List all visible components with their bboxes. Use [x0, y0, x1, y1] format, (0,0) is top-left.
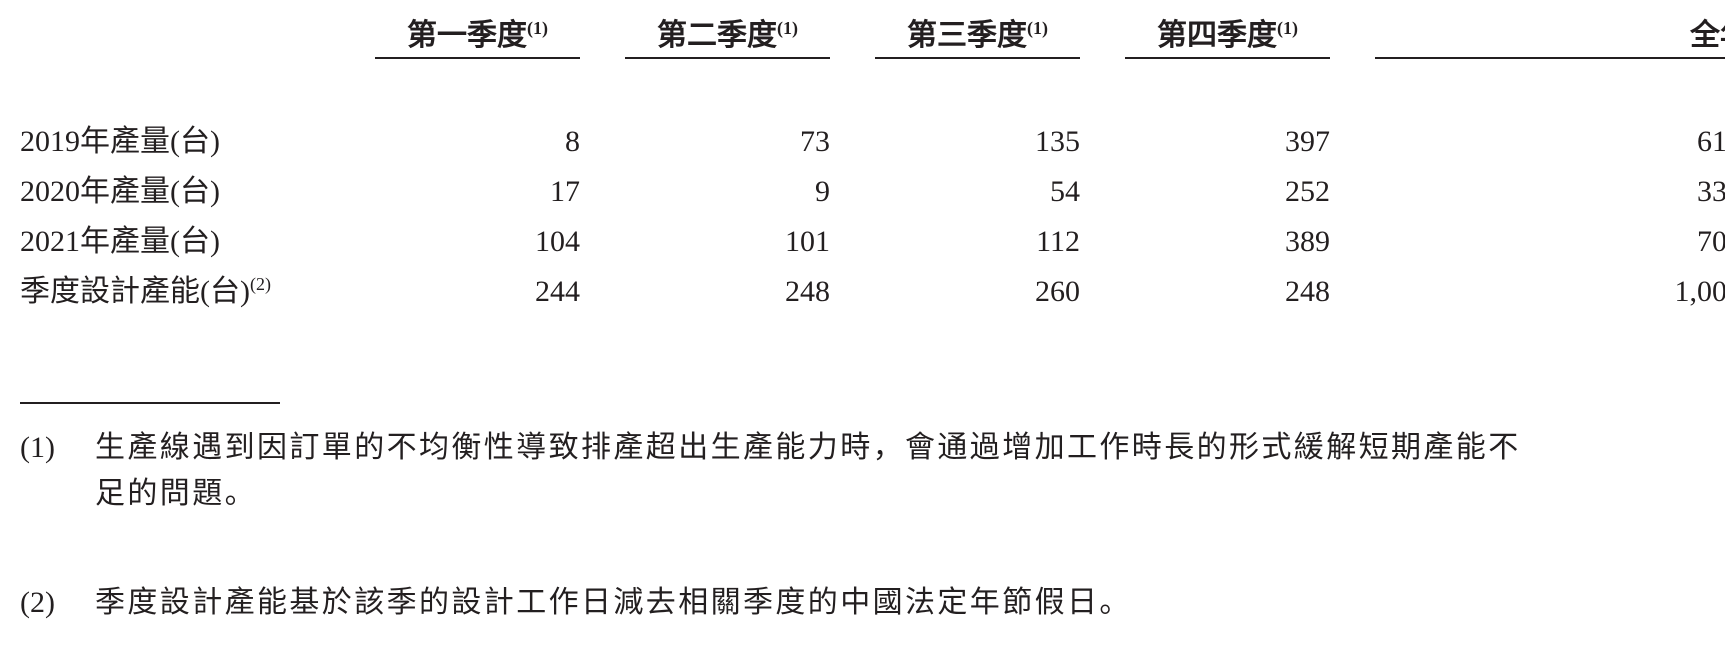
row-label-text: 2021年產量(台): [20, 225, 220, 258]
footnote-marker: (1): [20, 431, 55, 464]
header-note: (1): [1027, 18, 1048, 38]
header-label: 全年: [1690, 19, 1725, 52]
cell: 389: [1285, 225, 1330, 258]
cell: 706: [1697, 225, 1725, 258]
column-header: 第一季度(1): [278, 18, 678, 54]
cell: 135: [1035, 125, 1080, 158]
header-underline: [1125, 57, 1330, 59]
row-label: 2021年產量(台): [20, 224, 220, 260]
row-label: 2020年產量(台): [20, 174, 220, 210]
row-note: (2): [249, 274, 271, 294]
row-label: 季度設計產能(台)(2): [20, 274, 271, 310]
row-label: 2019年產量(台): [20, 124, 220, 160]
column-header: 第三季度(1): [778, 18, 1178, 54]
header-label: 第二季度: [657, 19, 777, 52]
header-note: (1): [527, 18, 548, 38]
footnote-rule: [20, 402, 280, 404]
cell: 101: [785, 225, 830, 258]
row-label-text: 2019年產量(台): [20, 125, 220, 158]
header-note: (1): [1277, 18, 1298, 38]
footnote-line: 生產線遇到因訂單的不均衡性導致排產超出生產能力時，會通過增加工作時長的形式緩解短…: [95, 431, 1521, 464]
header-label: 第三季度: [907, 19, 1027, 52]
column-header: 第四季度(1): [1028, 18, 1428, 54]
header-underline: [625, 57, 830, 59]
column-header: 第二季度(1): [528, 18, 928, 54]
cell: 613: [1697, 125, 1725, 158]
cell: 248: [1285, 275, 1330, 308]
header-label: 第四季度: [1157, 19, 1277, 52]
cell: 9: [815, 175, 830, 208]
cell: 252: [1285, 175, 1330, 208]
header-underline: [375, 57, 580, 59]
cell: 8: [565, 125, 580, 158]
cell: 332: [1697, 175, 1725, 208]
cell: 54: [1050, 175, 1080, 208]
cell: 244: [535, 275, 580, 308]
cell: 248: [785, 275, 830, 308]
footnote-marker: (2): [20, 586, 55, 619]
header-label: 第一季度: [407, 19, 527, 52]
header-underline: [875, 57, 1080, 59]
cell: 112: [1036, 225, 1080, 258]
header-note: (1): [777, 18, 798, 38]
footnote-line: 足的問題。: [95, 477, 257, 510]
cell: 73: [800, 125, 830, 158]
cell: 104: [535, 225, 580, 258]
footnote-line: 季度設計產能基於該季的設計工作日減去相關季度的中國法定年節假日。: [95, 586, 1132, 619]
row-label-text: 2020年產量(台): [20, 175, 220, 208]
cell: 397: [1285, 125, 1330, 158]
column-header: 全年: [1520, 18, 1725, 54]
cell: 17: [550, 175, 580, 208]
cell: 260: [1035, 275, 1080, 308]
header-underline: [1375, 57, 1725, 59]
cell: 1,000: [1674, 275, 1725, 308]
row-label-text: 季度設計產能(台): [20, 275, 250, 308]
